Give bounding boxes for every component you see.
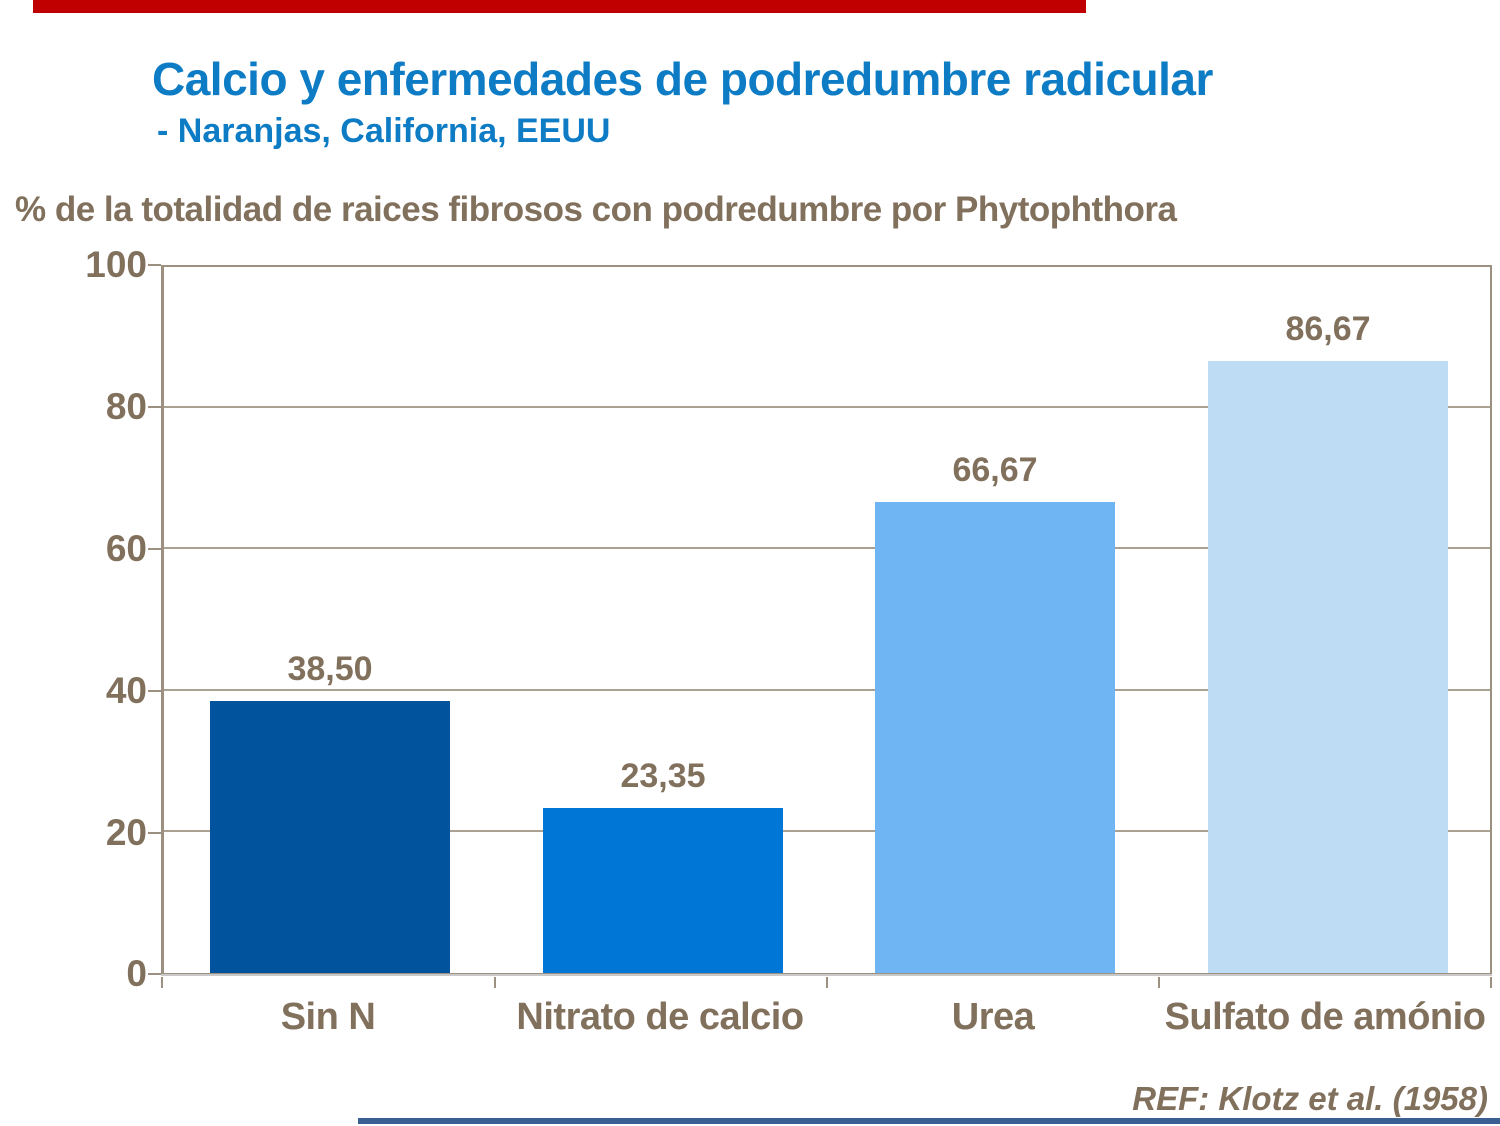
- y-tick-mark: [148, 690, 161, 692]
- gridline-40: [164, 688, 1490, 691]
- bar-nitrato-de-calcio: [543, 808, 783, 973]
- y-tick-label-80: 80: [105, 386, 147, 427]
- y-tick-label-100: 100: [85, 244, 147, 285]
- category-label-sulfato-de-amonio: Sulfato de amónio: [1164, 996, 1486, 1038]
- gridline-80: [164, 406, 1490, 409]
- y-tick-mark: [148, 264, 161, 266]
- bar-urea: [875, 502, 1115, 973]
- bar-sulfato-de-amonio: [1208, 361, 1448, 973]
- value-label-nitrato-de-calcio: 23,35: [620, 757, 706, 796]
- x-tick-mark: [826, 977, 828, 988]
- axis-baseline-shadow: [161, 974, 1492, 976]
- plot-area: 38,50 23,35 66,67 86,67: [161, 265, 1492, 976]
- bottom-blue-rule: [358, 1118, 1500, 1124]
- gridline-20: [164, 829, 1490, 832]
- value-label-sin-n: 38,50: [287, 650, 373, 689]
- category-label-nitrato-de-calcio: Nitrato de calcio: [516, 996, 804, 1038]
- y-tick-label-60: 60: [105, 528, 147, 569]
- y-axis-title: % de la totalidad de raices fibrosos con…: [15, 190, 1177, 229]
- y-tick-label-40: 40: [105, 670, 147, 711]
- y-tick-mark: [148, 832, 161, 834]
- x-tick-mark: [161, 977, 163, 988]
- y-tick-label-0: 0: [126, 953, 147, 994]
- value-label-sulfato-de-amonio: 86,67: [1285, 310, 1371, 349]
- category-label-sin-n: Sin N: [280, 996, 376, 1038]
- y-tick-label-20: 20: [105, 812, 147, 853]
- value-label-urea: 66,67: [952, 451, 1038, 490]
- bar-sin-n: [210, 701, 450, 973]
- x-tick-mark: [494, 977, 496, 988]
- y-tick-mark: [148, 406, 161, 408]
- x-tick-mark: [1158, 977, 1160, 988]
- top-red-rule: [33, 0, 1086, 13]
- y-tick-mark: [148, 973, 161, 975]
- slide-subtitle: - Naranjas, California, EEUU: [157, 112, 611, 150]
- slide-title: Calcio y enfermedades de podredumbre rad…: [152, 53, 1213, 105]
- x-tick-mark: [1490, 977, 1492, 988]
- category-label-urea: Urea: [951, 996, 1035, 1038]
- reference-citation: REF: Klotz et al. (1958): [1132, 1080, 1488, 1117]
- y-tick-mark: [148, 548, 161, 550]
- gridline-60: [164, 547, 1490, 550]
